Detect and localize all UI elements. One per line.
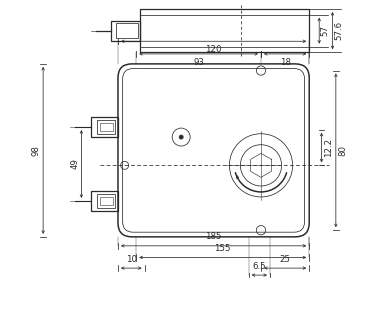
Text: 57: 57	[321, 25, 330, 36]
Bar	[100, 197, 113, 205]
Bar	[100, 123, 113, 131]
Text: 120: 120	[206, 45, 222, 54]
Bar	[97, 194, 115, 207]
Text: 25: 25	[280, 255, 291, 264]
Text: 6.5: 6.5	[252, 262, 266, 271]
Text: 18: 18	[280, 58, 291, 67]
Text: 12.2: 12.2	[324, 138, 333, 157]
Text: 10: 10	[126, 255, 137, 264]
Bar	[97, 121, 115, 134]
Bar	[116, 23, 138, 38]
Text: 49: 49	[70, 159, 79, 169]
Bar	[139, 9, 309, 52]
Text: 57.6: 57.6	[335, 21, 344, 40]
Bar	[92, 191, 118, 211]
Bar	[92, 117, 118, 137]
Bar	[111, 21, 139, 41]
Circle shape	[179, 135, 183, 139]
Text: 93: 93	[193, 58, 204, 67]
Text: 98: 98	[31, 145, 40, 156]
Text: 80: 80	[339, 145, 348, 156]
Text: 185: 185	[206, 232, 222, 241]
Text: 155: 155	[214, 244, 231, 254]
